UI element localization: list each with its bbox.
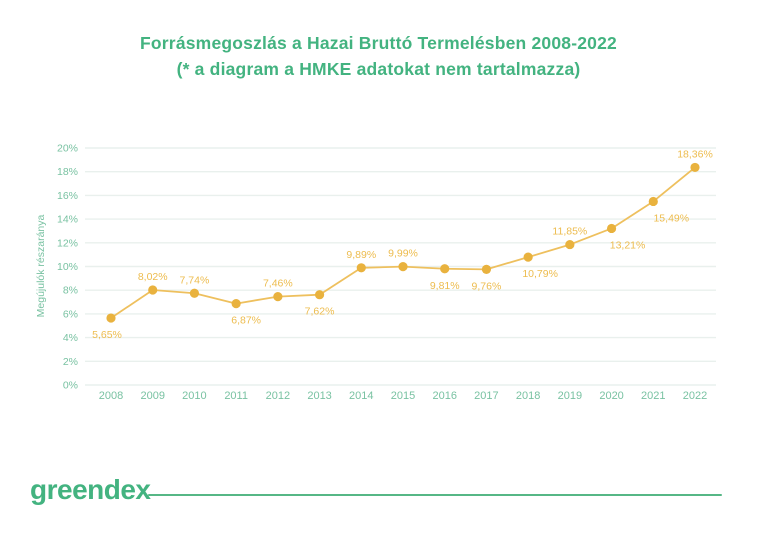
data-point xyxy=(189,288,200,298)
data-point-label: 9,99% xyxy=(388,248,418,260)
x-tick-label: 2014 xyxy=(349,390,373,402)
y-tick-label: 8% xyxy=(63,285,78,297)
chart-header: Forrásmegoszlás a Hazai Bruttó Termelésb… xyxy=(0,30,757,82)
data-point-label: 9,81% xyxy=(430,280,460,292)
data-point-label: 5,65% xyxy=(92,329,122,341)
data-point-label: 11,85% xyxy=(552,226,587,238)
footer-divider-line xyxy=(148,494,722,496)
chart-subtitle: (* a diagram a HMKE adatokat nem tartalm… xyxy=(176,59,581,79)
data-point xyxy=(648,196,658,207)
y-tick-label: 10% xyxy=(57,261,78,273)
data-point xyxy=(481,264,492,274)
greendex-logo: greendex xyxy=(30,474,151,505)
x-tick-label: 2011 xyxy=(224,390,248,402)
data-point-label: 8,02% xyxy=(138,271,168,283)
y-tick-label: 20% xyxy=(57,143,78,155)
data-point-label: 18,36% xyxy=(677,148,713,160)
x-tick-label: 2020 xyxy=(599,390,623,402)
x-tick-label: 2012 xyxy=(266,390,290,402)
chart-title: Forrásmegoszlás a Hazai Bruttó Termelésb… xyxy=(140,33,617,53)
data-point xyxy=(565,239,575,250)
data-point xyxy=(273,291,283,302)
x-tick-label: 2019 xyxy=(558,390,582,402)
data-point xyxy=(314,290,325,300)
data-point xyxy=(606,223,617,234)
x-tick-label: 2010 xyxy=(182,390,206,402)
data-point-label: 7,62% xyxy=(305,306,335,318)
x-tick-label: 2022 xyxy=(683,390,707,402)
data-point xyxy=(523,252,533,262)
x-tick-label: 2018 xyxy=(516,390,540,402)
data-point-label: 7,74% xyxy=(180,274,210,286)
x-tick-label: 2008 xyxy=(99,390,123,402)
data-point-label: 10,79% xyxy=(522,268,558,280)
x-tick-label: 2015 xyxy=(391,390,415,402)
data-point xyxy=(690,162,700,173)
data-point-label: 7,46% xyxy=(263,278,293,290)
x-tick-label: 2013 xyxy=(307,390,331,402)
data-point xyxy=(106,313,116,323)
data-point-label: 9,76% xyxy=(472,280,502,292)
data-point-label: 6,87% xyxy=(231,315,261,327)
data-point-label: 15,49% xyxy=(653,212,689,224)
line-chart: 0% 2% 4% 6% 8% 10% 12% 14% 16% 18% 20% Megújulók ré… xyxy=(35,143,716,402)
data-point-label: 13,21% xyxy=(610,239,646,251)
x-tick-label: 2016 xyxy=(432,390,456,402)
y-tick-label: 14% xyxy=(57,214,78,226)
data-point xyxy=(398,262,408,272)
y-tick-label: 16% xyxy=(57,190,78,202)
y-tick-label: 0% xyxy=(63,380,78,392)
x-tick-label: 2009 xyxy=(140,390,164,402)
y-tick-label: 4% xyxy=(63,332,78,344)
x-tick-label: 2017 xyxy=(474,390,498,402)
data-point xyxy=(148,285,158,295)
y-axis-title: Megújulók részaránya xyxy=(35,214,47,317)
data-point xyxy=(440,264,450,274)
data-point-label: 9,89% xyxy=(346,249,376,261)
y-tick-label: 18% xyxy=(57,166,78,178)
y-tick-label: 2% xyxy=(63,356,78,368)
x-tick-label: 2021 xyxy=(641,390,665,402)
data-point xyxy=(231,298,241,309)
y-tick-label: 12% xyxy=(57,237,78,249)
y-tick-label: 6% xyxy=(63,308,78,320)
data-point xyxy=(356,263,366,273)
